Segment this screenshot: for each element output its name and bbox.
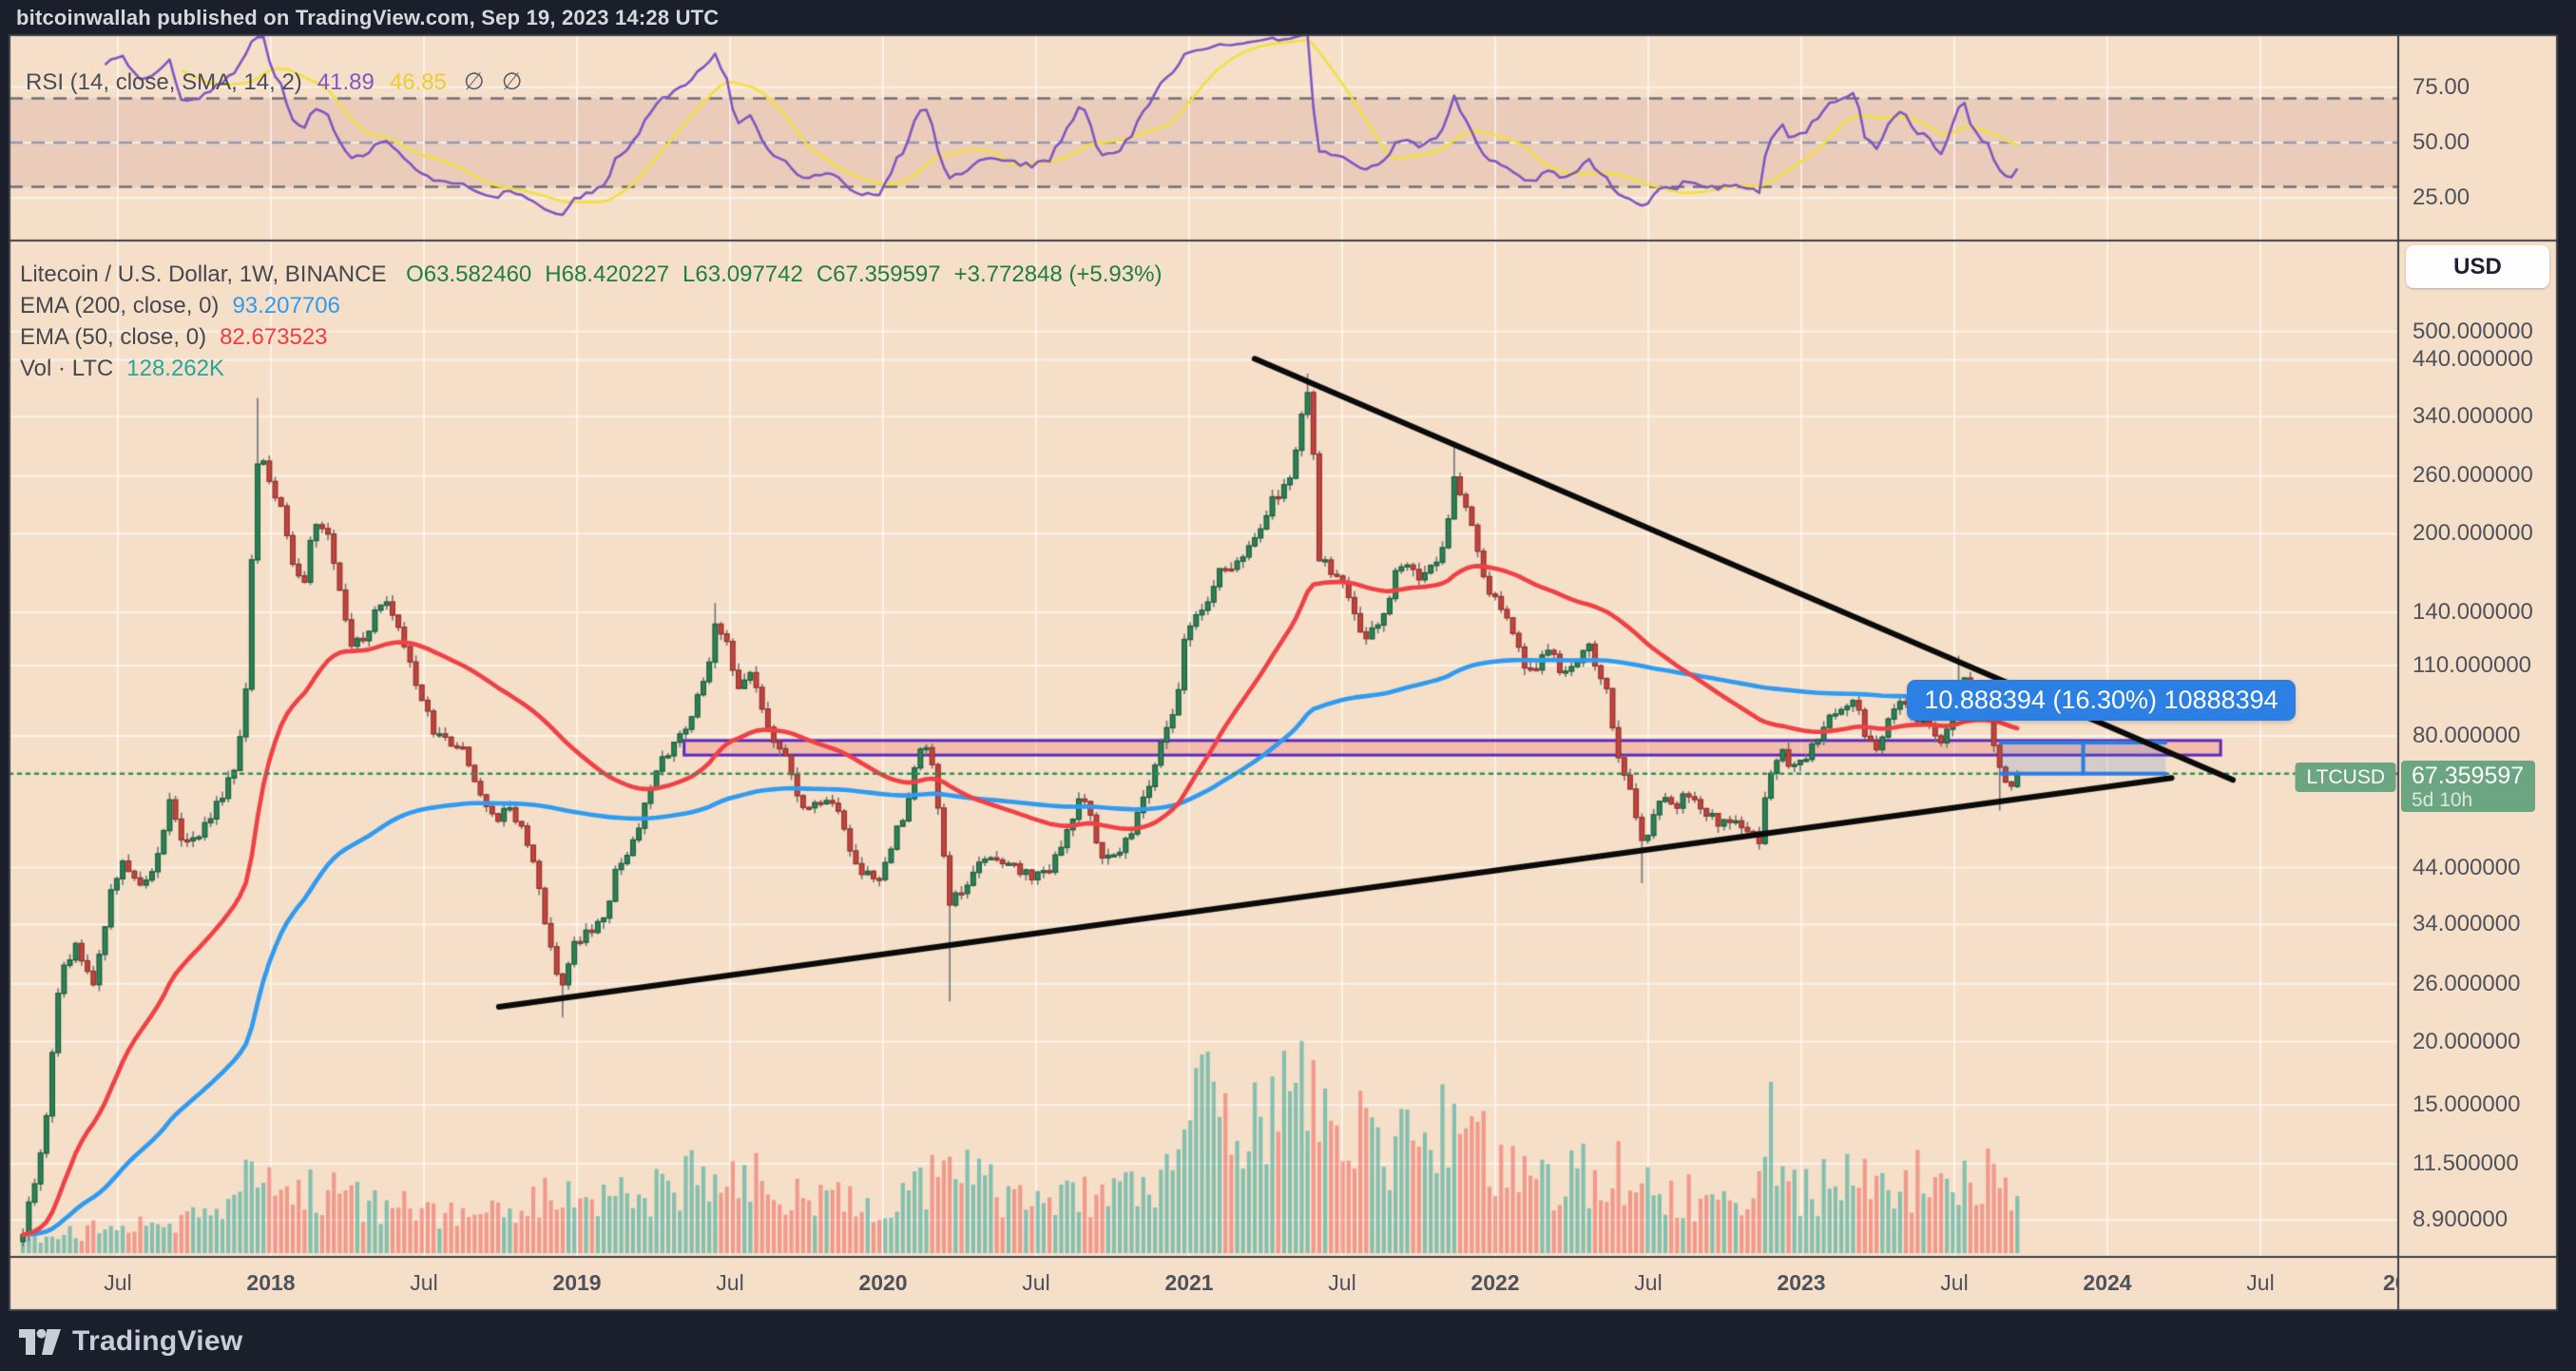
time-tick-label: Jul — [716, 1270, 744, 1295]
price-tick-label: 15.000000 — [2413, 1091, 2521, 1118]
time-tick-label: Jul — [1940, 1270, 1969, 1295]
rsi-tick-label: 50.00 — [2413, 129, 2470, 155]
measure-callout[interactable]: 10.888394 (16.30%) 10888394 — [1907, 680, 2296, 721]
price-tick-label: 260.000000 — [2413, 462, 2533, 489]
currency-usd-button[interactable]: USD — [2406, 245, 2549, 288]
rsi-ma-value: 46.85 — [389, 69, 447, 95]
time-tick-label: 2021 — [1164, 1270, 1214, 1295]
ema200-label[interactable]: EMA (200, close, 0) — [20, 293, 220, 319]
time-tick-label: 2024 — [2083, 1270, 2132, 1295]
price-tick-label: 200.000000 — [2413, 520, 2533, 547]
time-tick-label: Jul — [2246, 1270, 2275, 1295]
price-tick-label: 340.000000 — [2413, 403, 2533, 430]
time-tick-label: Jul — [1022, 1270, 1050, 1295]
price-tick-label: 44.000000 — [2413, 854, 2521, 880]
symbol-price-label: LTCUSD — [2295, 763, 2396, 792]
rsi-hide-icon[interactable]: ∅ — [463, 68, 485, 95]
bar-countdown: 5d 10h — [2412, 789, 2473, 811]
main-legend: Litecoin / U.S. Dollar, 1W, BINANCE O63.… — [20, 259, 1175, 384]
ohlc-change: +3.772848 (+5.93%) — [953, 261, 1163, 287]
ohlc-high: H68.420227 — [545, 261, 670, 287]
rsi-legend: RSI (14, close, SMA, 14, 2) 41.89 46.85 ∅ ∅ — [26, 68, 522, 96]
last-price-value: 67.359597 — [2412, 763, 2525, 789]
volume-label[interactable]: Vol · LTC — [20, 356, 114, 381]
ohlc-low: L63.097742 — [682, 261, 803, 287]
price-tick-label: 440.000000 — [2413, 346, 2533, 373]
rsi-axis[interactable]: 75.00 50.00 25.00 — [2413, 0, 2555, 247]
tradingview-logo-icon — [19, 1328, 61, 1355]
rsi-tick-label: 75.00 — [2413, 73, 2470, 100]
rsi-ma-hide-icon[interactable]: ∅ — [501, 68, 523, 95]
price-tick-label: 34.000000 — [2413, 911, 2521, 937]
price-tick-label: 110.000000 — [2413, 652, 2532, 678]
ohlc-close: C67.359597 — [816, 261, 941, 287]
price-tick-label: 80.000000 — [2413, 722, 2521, 748]
byline: bitcoinwallah published on TradingView.c… — [16, 6, 720, 29]
price-tick-label: 11.500000 — [2413, 1149, 2519, 1176]
ohlc-open: O63.582460 — [406, 261, 532, 287]
rsi-legend-label: RSI (14, close, SMA, 14, 2) — [26, 69, 302, 95]
time-tick-label: Jul — [104, 1270, 132, 1295]
time-tick-label: 2022 — [1471, 1270, 1520, 1295]
last-price-badge: 67.359597 5d 10h — [2401, 761, 2535, 812]
price-tick-label: 140.000000 — [2413, 599, 2533, 626]
ema50-value: 82.673523 — [220, 324, 328, 350]
volume-value: 128.262K — [126, 356, 225, 381]
time-axis[interactable]: Jul 2018 Jul 2019 Jul 2020 Jul 2021 Jul 2022 Jul 20… — [10, 1257, 2398, 1310]
time-tick-label: 2019 — [552, 1270, 602, 1295]
tradingview-logo[interactable]: TradingView — [19, 1323, 242, 1361]
price-axis[interactable]: 500.000000 440.000000 340.000000 260.000000… — [2413, 0, 2555, 1371]
price-tick-label: 500.000000 — [2413, 318, 2533, 344]
rsi-tick-label: 25.00 — [2413, 184, 2470, 211]
ema50-label[interactable]: EMA (50, close, 0) — [20, 324, 207, 350]
time-tick-label: 2025 — [2382, 1270, 2398, 1295]
time-tick-label: 2020 — [858, 1270, 908, 1295]
time-tick-label: 2023 — [1777, 1270, 1826, 1295]
price-tick-label: 20.000000 — [2413, 1028, 2521, 1054]
tradingview-logo-text: TradingView — [72, 1325, 243, 1357]
time-tick-label: 2018 — [246, 1270, 296, 1295]
time-tick-label: Jul — [1328, 1270, 1356, 1295]
time-tick-label: Jul — [410, 1270, 438, 1295]
symbol-title[interactable]: Litecoin / U.S. Dollar, 1W, BINANCE — [20, 261, 387, 287]
time-tick-label: Jul — [1634, 1270, 1663, 1295]
price-tick-label: 8.900000 — [2413, 1207, 2509, 1233]
ema200-value: 93.207706 — [232, 293, 340, 319]
rsi-value: 41.89 — [317, 69, 375, 95]
price-tick-label: 26.000000 — [2413, 970, 2521, 996]
